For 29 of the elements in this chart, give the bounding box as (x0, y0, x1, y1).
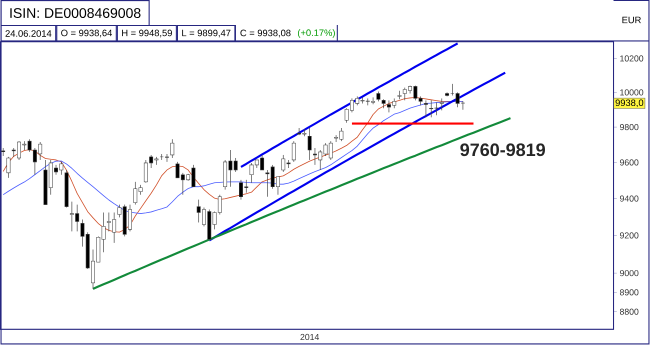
y-axis-title: EUR (622, 16, 641, 24)
y-tick-label: 9600 (620, 160, 638, 166)
text: L = 9899,47 (182, 30, 230, 38)
chart-subtitle: 24.06.2014 (6, 30, 52, 37)
text: C = 9938,08 (240, 30, 291, 38)
y-tick-label: 9800 (620, 124, 638, 130)
candlestick (6, 156, 10, 178)
y-tick-label: 10200 (620, 56, 644, 62)
y-tick-label: 9400 (620, 196, 638, 202)
candlestick (440, 98, 444, 111)
y-tick-label: 10000 (620, 90, 644, 96)
text: H = 9948,59 (122, 30, 172, 38)
candlestick (308, 128, 312, 160)
annotation: 9760-9819 (460, 144, 545, 156)
text: O = 9938,64 (61, 30, 112, 38)
candlestick (424, 100, 428, 118)
y-tick-label: 8900 (620, 289, 638, 296)
candlestick (170, 139, 174, 158)
candlestick (398, 90, 402, 100)
annotation: 9938,0 (616, 100, 644, 108)
line-series (240, 42, 459, 168)
x-tick-label: 2014 (300, 334, 320, 340)
text: (+0.17%) (298, 29, 335, 38)
chart-title: ISIN: DE0008469008 (10, 8, 141, 18)
y-tick-label: 8800 (620, 308, 638, 315)
candlestick (292, 140, 296, 162)
y-tick-label: 9000 (620, 270, 638, 276)
candlestick (376, 91, 380, 102)
y-tick-label: 9200 (620, 232, 638, 239)
